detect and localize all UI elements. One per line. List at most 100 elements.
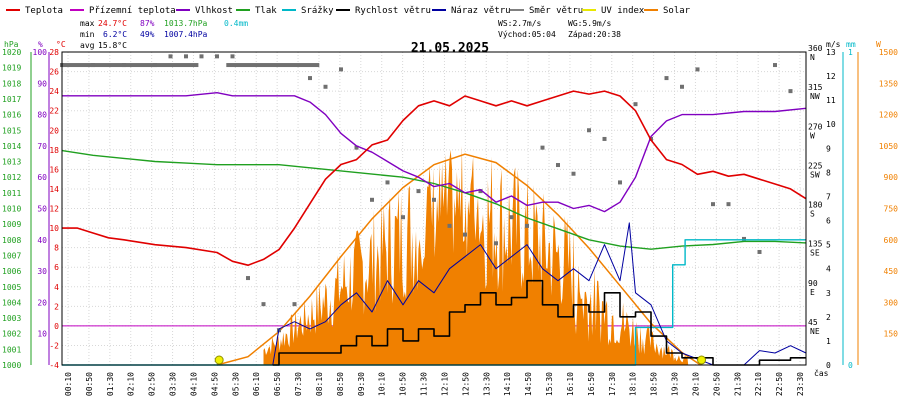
temp-tick: 18 [49, 146, 59, 155]
stat-sunrise: Východ:05:04 [498, 30, 556, 39]
time-tick: 10:50 [399, 372, 408, 396]
plot-border [61, 51, 807, 366]
ms-tick: 10 [826, 120, 836, 129]
direction-degree-tick: 360 [808, 44, 823, 53]
w-tick: 1500 [879, 48, 898, 57]
time-tick: 10:10 [378, 372, 387, 396]
hpa-tick: 1020 [2, 48, 21, 57]
time-tick: 16:50 [587, 372, 596, 396]
wind-direction-point [664, 76, 669, 81]
pct-tick: 10 [37, 330, 47, 339]
ms-tick: 8 [826, 168, 831, 177]
wind-direction-series [60, 54, 793, 333]
hpa-tick: 1008 [2, 236, 21, 245]
wind-direction-point [401, 215, 405, 220]
series-teplota [62, 90, 807, 266]
time-tick: 20:50 [712, 372, 721, 396]
time-tick: 20:10 [691, 372, 700, 396]
temp-tick: 16 [49, 165, 59, 174]
wind-direction-point [230, 54, 235, 59]
wind-direction-point [323, 84, 328, 89]
w-tick: 1050 [879, 142, 898, 151]
time-tick: 07:30 [294, 372, 303, 396]
wind-direction-point [494, 241, 498, 246]
legend-label-7: Náraz větru [451, 6, 511, 16]
hpa-tick: 1019 [2, 64, 21, 73]
ms-tick: 13 [826, 48, 836, 57]
pct-tick: 50 [37, 205, 47, 214]
series-rychlost-v-tru [272, 279, 806, 366]
stat-max-label: max [80, 19, 95, 28]
hpa-tick: 1018 [2, 79, 21, 88]
time-tick: 00:10 [64, 372, 73, 396]
wind-direction-point [556, 163, 560, 168]
temp-tick: -4 [49, 361, 59, 370]
hpa-tick: 1016 [2, 111, 21, 120]
temp-tick: -2 [49, 341, 59, 350]
legend-label-9: UV index [601, 6, 645, 16]
wind-direction-point [509, 215, 514, 220]
unit-mm: mm [846, 40, 856, 49]
sunrise-marker [214, 355, 224, 365]
temp-tick: 20 [49, 126, 59, 135]
ms-tick: 2 [826, 313, 831, 322]
hpa-tick: 1007 [2, 251, 21, 260]
wind-direction-point [618, 180, 622, 185]
stat-temp-avg: 15.8°C [98, 41, 127, 50]
hpa-tick: 1009 [2, 220, 21, 229]
time-tick: 08:10 [315, 372, 324, 396]
temp-tick: 28 [49, 48, 59, 57]
time-tick: 19:30 [671, 372, 680, 396]
time-tick: 06:50 [273, 372, 282, 396]
wind-direction-point [602, 136, 607, 141]
direction-compass-tick: N [810, 53, 815, 62]
direction-degree-tick: 270 [808, 122, 823, 131]
time-tick: 18:10 [629, 372, 638, 396]
direction-degree-tick: 135 [808, 240, 823, 249]
w-tick: 900 [884, 173, 899, 182]
ms-tick: 9 [826, 144, 831, 153]
pct-tick: 20 [37, 298, 47, 307]
wind-direction-point [385, 180, 390, 185]
time-tick: 15:30 [545, 372, 554, 396]
mm-tick: 0 [848, 361, 853, 370]
w-tick: 1350 [879, 79, 898, 88]
wind-direction-point [633, 102, 638, 107]
mm-tick: 1 [848, 48, 853, 57]
wind-direction-point [711, 202, 715, 207]
stat-ws: WS:2.7m/s [498, 19, 542, 28]
time-tick: 13:30 [482, 372, 491, 396]
temp-tick: 2 [54, 302, 59, 311]
hpa-tick: 1014 [2, 142, 21, 151]
stat-min-label: min [80, 30, 95, 39]
time-tick: 05:30 [231, 372, 240, 396]
direction-degree-tick: 180 [808, 201, 823, 210]
hpa-tick: 1017 [2, 95, 21, 104]
temp-tick: 4 [54, 283, 59, 292]
stat-hum-max: 87% [140, 19, 155, 28]
stat-wg: WG:5.9m/s [568, 19, 612, 28]
stat-sunset: Západ:20:38 [568, 30, 621, 39]
unit-temp: °C [56, 40, 66, 49]
w-tick: 300 [884, 298, 899, 307]
ms-tick: 7 [826, 192, 831, 201]
wind-direction-point [680, 84, 684, 89]
wind-direction-point [199, 54, 204, 59]
ms-tick: 0 [826, 361, 831, 370]
solar-series [216, 145, 702, 366]
w-tick: 600 [884, 236, 899, 245]
wind-direction-run-1 [62, 63, 199, 68]
ms-tick: 1 [826, 337, 831, 346]
ms-tick: 3 [826, 289, 831, 298]
time-axis: 00:10 00:50 01:30 02:10 02:50 03:30 04:10 04:50… [64, 372, 805, 396]
w-tick: 150 [884, 330, 899, 339]
w-tick: 750 [884, 205, 899, 214]
wind-direction-point [540, 145, 545, 150]
left-axes: 1000100110021003100410051006100710081009… [2, 48, 59, 370]
legend-label-2: Přízemní teplota [89, 6, 176, 16]
unit-w: W [876, 40, 881, 49]
direction-degree-tick: 225 [808, 161, 823, 170]
time-tick: 18:50 [650, 372, 659, 396]
wind-direction-point [354, 145, 359, 150]
